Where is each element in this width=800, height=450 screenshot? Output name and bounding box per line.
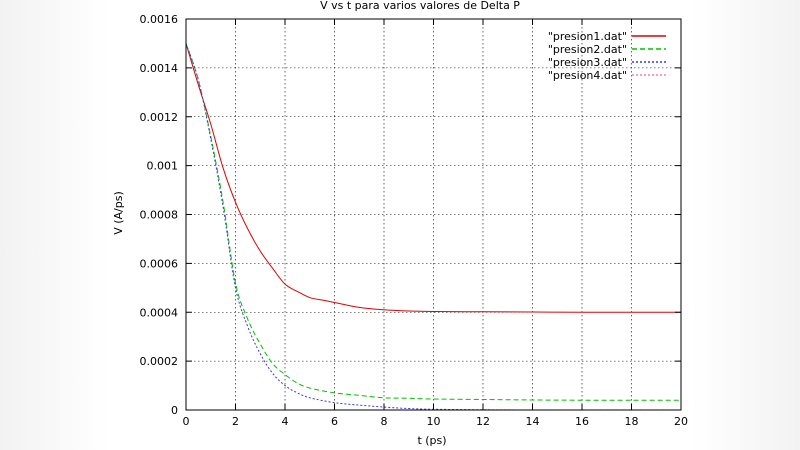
x-tick-label: 4 (282, 415, 289, 428)
y-axis-label: V (A/ps) (112, 191, 125, 235)
grid-lines (186, 19, 681, 410)
y-tick-label: 0.0004 (140, 306, 179, 319)
legend-label: "presion1.dat" (548, 30, 627, 43)
x-tick-label: 18 (625, 415, 639, 428)
y-tick-label: 0.0002 (140, 355, 179, 368)
tick-marks: 0 2 4 6 8 10 12 14 16 18 20 0 0.0002 0.0004 0.0006 0.00… (140, 13, 689, 428)
x-tick-label: 20 (674, 415, 688, 428)
y-tick-label: 0.0016 (140, 13, 179, 26)
x-tick-label: 16 (575, 415, 589, 428)
y-tick-label: 0.0006 (140, 257, 179, 270)
x-tick-label: 8 (381, 415, 388, 428)
y-tick-label: 0.0008 (140, 209, 179, 222)
y-tick-label: 0.0014 (140, 62, 179, 75)
y-tick-label: 0.0012 (140, 111, 179, 124)
x-axis-label: t (ps) (417, 434, 446, 447)
x-tick-label: 14 (526, 415, 540, 428)
left-background-panel (0, 0, 110, 450)
x-tick-label: 12 (476, 415, 490, 428)
x-tick-label: 2 (232, 415, 239, 428)
series-line-2 (185, 43, 681, 401)
chart-title: V vs t para varios valores de Delta P (320, 0, 520, 12)
y-tick-label: 0 (171, 404, 178, 417)
x-tick-label: 0 (183, 415, 190, 428)
x-tick-label: 10 (427, 415, 441, 428)
legend-label: "presion3.dat" (548, 56, 627, 69)
x-tick-label: 6 (331, 415, 338, 428)
legend-label: "presion2.dat" (548, 43, 627, 56)
series-line-1 (185, 43, 681, 313)
legend: "presion1.dat""presion2.dat""presion3.da… (548, 30, 666, 82)
right-background-panel (690, 0, 800, 450)
legend-label: "presion4.dat" (548, 69, 627, 82)
y-tick-label: 0.001 (147, 160, 179, 173)
